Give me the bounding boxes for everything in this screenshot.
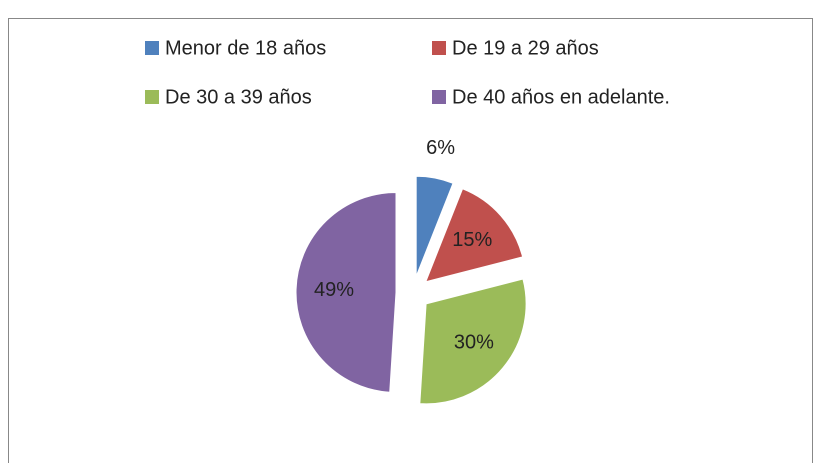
pie-slice [419, 278, 527, 405]
chart-frame [8, 18, 813, 463]
data-label: 6% [426, 137, 455, 159]
data-label: 49% [314, 279, 354, 301]
legend-swatch [432, 90, 446, 104]
pie-slice [295, 191, 397, 393]
pie-slice [424, 188, 524, 283]
data-label: 15% [452, 229, 492, 251]
legend-label: De 19 a 29 años [452, 37, 599, 59]
data-label: 30% [454, 332, 494, 354]
legend-swatch [145, 90, 159, 104]
legend-label: De 40 años en adelante. [452, 86, 670, 108]
legend-swatch [432, 41, 446, 55]
pie-slice [415, 175, 454, 277]
legend-label: Menor de 18 años [165, 37, 326, 59]
legend-swatch [145, 41, 159, 55]
legend-label: De 30 a 39 años [165, 86, 312, 108]
